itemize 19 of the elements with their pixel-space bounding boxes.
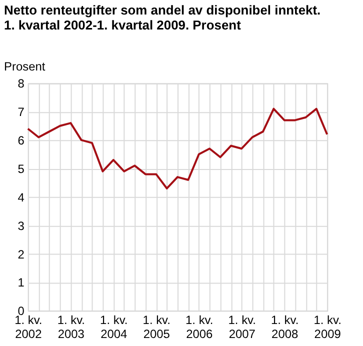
- x-tick-label: 1. kv. 2004: [100, 313, 128, 342]
- y-tick-label: 5: [18, 162, 25, 176]
- y-tick-label: 8: [18, 76, 25, 91]
- x-tick-label: 1. kv. 2008: [271, 313, 299, 342]
- y-tick-label: 2: [18, 247, 25, 262]
- y-tick-label: 1: [18, 276, 25, 290]
- y-tick-label: 7: [18, 105, 25, 120]
- line-series: [26, 108, 328, 190]
- x-tick-label: 1. kv. 2005: [142, 313, 170, 342]
- x-tick-label: 1. kv. 2006: [186, 313, 214, 342]
- y-tick-label: 3: [18, 218, 25, 233]
- y-tick-label: 0: [18, 304, 25, 318]
- y-tick-label: 6: [18, 134, 25, 148]
- x-tick-label: 1. kv. 2007: [228, 313, 256, 342]
- y-axis-title: Prosent: [4, 59, 46, 74]
- chart-title: Netto renteutgifter som andel av disponibel inntekt. 1. kvartal 2002-1. kvartal 2009. Prosent: [4, 2, 321, 32]
- y-tick-label: 4: [18, 190, 25, 204]
- x-tick-label: 1. kv. 2003: [57, 313, 86, 342]
- x-tick-label: 1. kv. 2009: [314, 313, 342, 342]
